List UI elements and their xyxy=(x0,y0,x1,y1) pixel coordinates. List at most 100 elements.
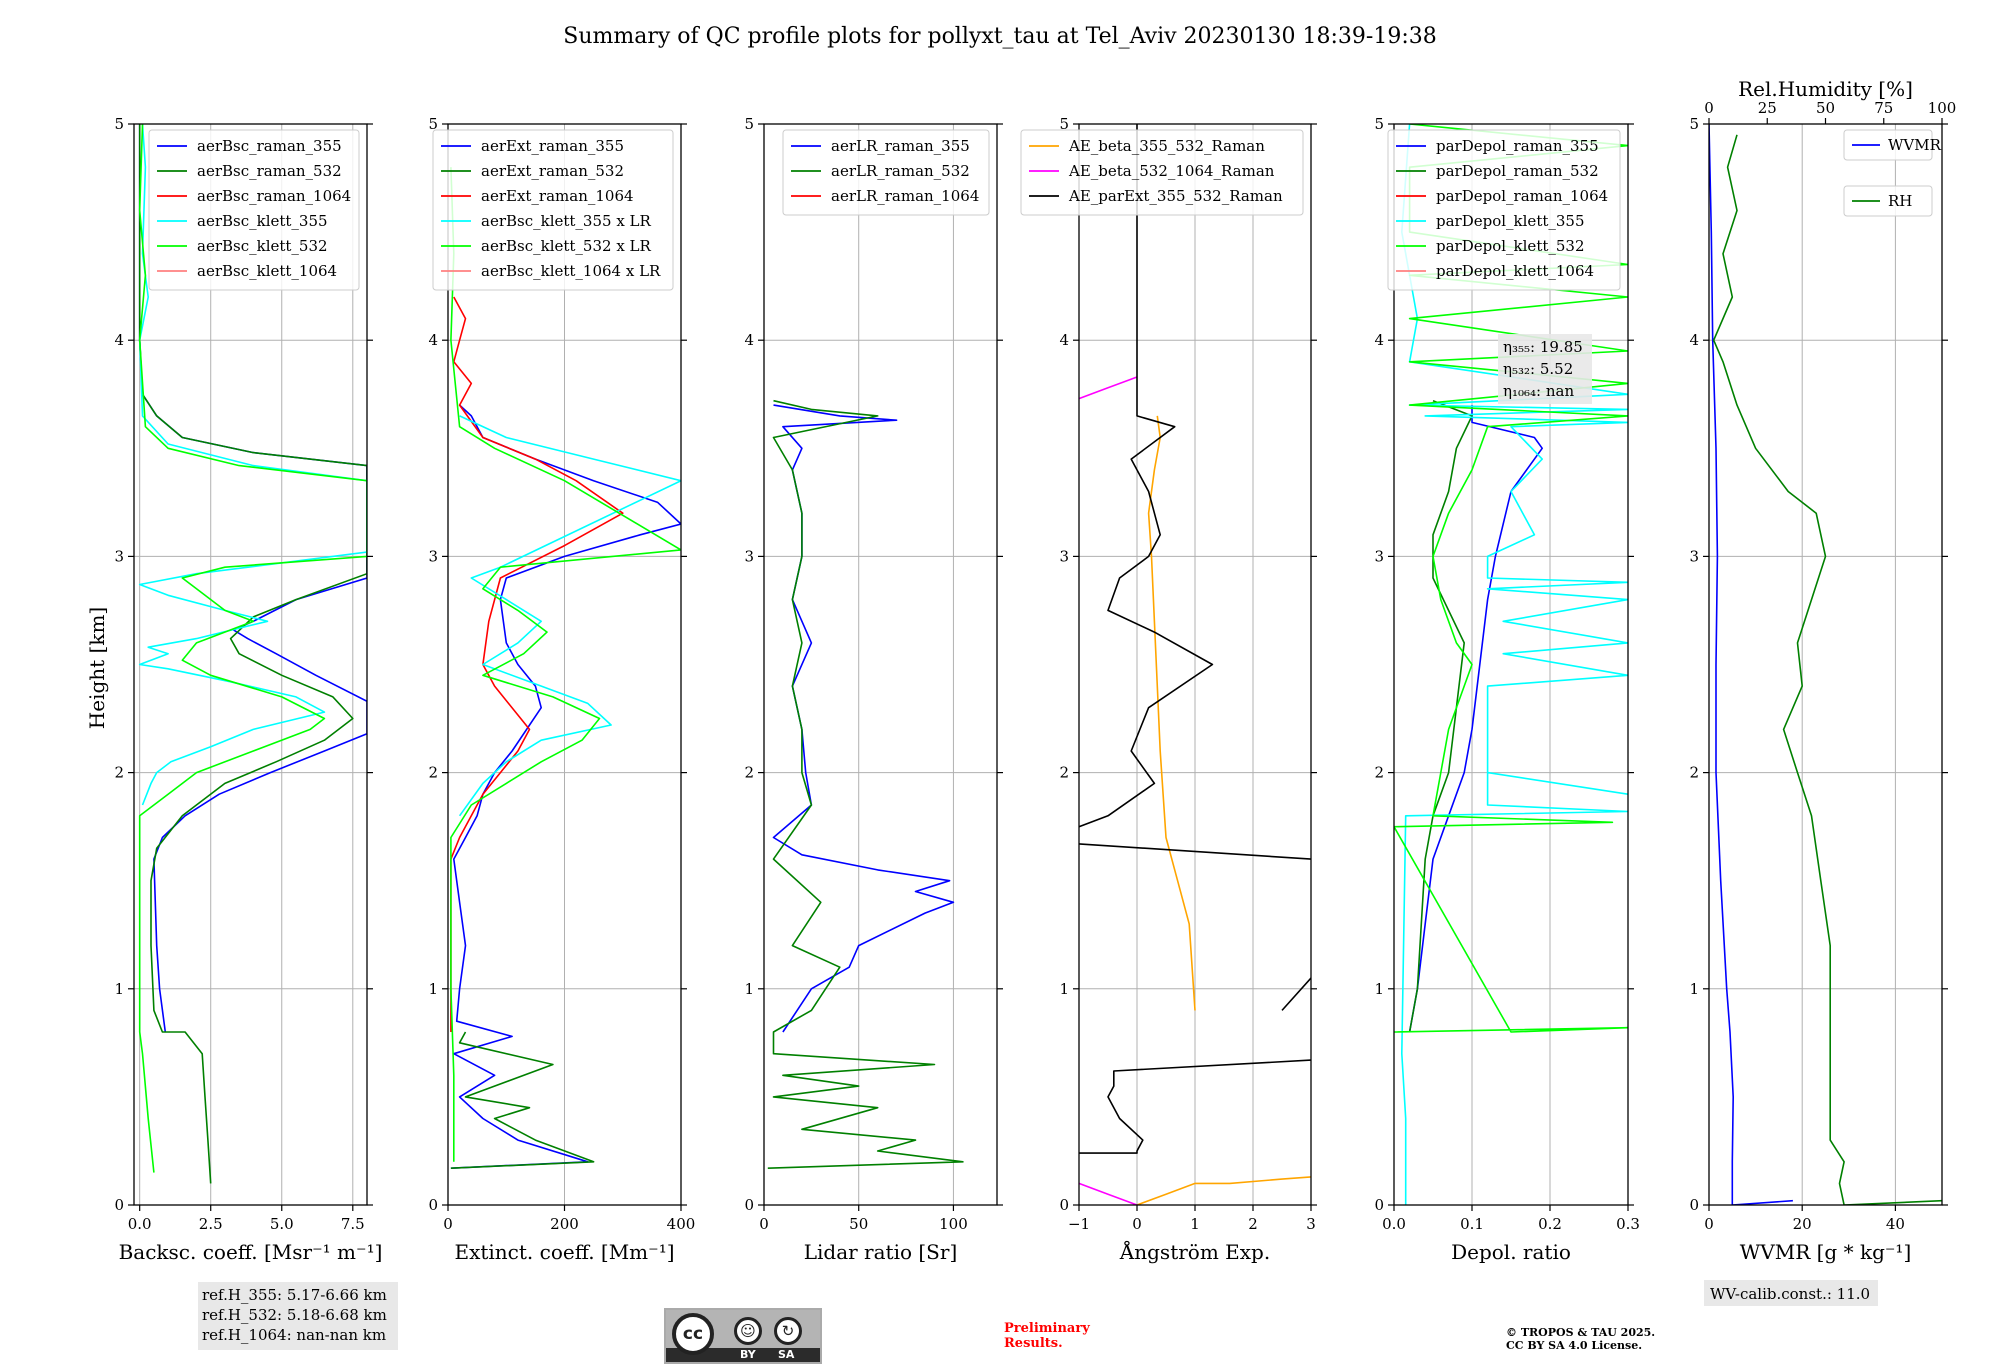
xtick-label-bsc-2: 5.0 xyxy=(270,1215,294,1233)
legend-label-ae-0: AE_beta_355_532_Raman xyxy=(1068,137,1265,155)
legend-label-bsc-1: aerBsc_raman_532 xyxy=(197,162,342,180)
ytick-label-depol-4: 4 xyxy=(1374,331,1384,349)
refh-box: ref.H_355: 5.17-6.66 km ref.H_532: 5.18-… xyxy=(198,1282,398,1350)
license-by-label: BY xyxy=(740,1348,756,1361)
copyright-line-2: CC BY SA 4.0 License. xyxy=(1506,1339,1642,1352)
legend-label-lr-2: aerLR_raman_1064 xyxy=(831,187,979,205)
series-line-depol-3 xyxy=(1401,124,1628,1205)
legend-label-depol-1: parDepol_raman_532 xyxy=(1436,162,1599,180)
ytick-label-ae-4: 4 xyxy=(1059,331,1069,349)
legend-label-wv-0: WVMR xyxy=(1888,136,1942,154)
legend-lr: aerLR_raman_355 aerLR_raman_532 aerLR_rama… xyxy=(782,129,990,216)
legend-label-ext-0: aerExt_raman_355 xyxy=(481,137,624,155)
legend-label-ae-1: AE_beta_532_1064_Raman xyxy=(1068,162,1275,180)
refh-line-1: ref.H_355: 5.17-6.66 km xyxy=(202,1286,387,1304)
copyright-line-1: © TROPOS & TAU 2025. xyxy=(1506,1326,1655,1339)
eta-annotation: η₃₅₅: 19.85 η₅₃₂: 5.52 η₁₀₆₄: nan xyxy=(1498,334,1592,404)
legend-depol: parDepol_raman_355 parDepol_raman_532 parD… xyxy=(1387,129,1621,291)
legend-label-ae-2: AE_parExt_355_532_Raman xyxy=(1068,187,1283,205)
eta-line-2: η₅₃₂: 5.52 xyxy=(1503,360,1573,378)
eta-line-3: η₁₀₆₄: nan xyxy=(1503,382,1574,400)
y-axis-label: Height [km] xyxy=(85,607,109,729)
xtick-label-depol-0: 0.0 xyxy=(1382,1215,1406,1233)
legend-label-bsc-3: aerBsc_klett_355 xyxy=(197,212,328,230)
xtick-label-lr-2: 100 xyxy=(939,1215,968,1233)
figure-title: Summary of QC profile plots for pollyxt_… xyxy=(563,24,1436,49)
ytick-label-ae-2: 2 xyxy=(1059,764,1069,782)
xtick-label-lr-0: 0 xyxy=(759,1215,769,1233)
plot-frame-bsc xyxy=(133,123,368,1206)
series-line-ae-0 xyxy=(1136,415,1311,1205)
series-line-ext-3 xyxy=(458,415,681,817)
legend-label-bsc-2: aerBsc_raman_1064 xyxy=(197,187,351,205)
top-tick-label-4: 100 xyxy=(1928,99,1957,117)
top-tick-label-3: 75 xyxy=(1874,99,1893,117)
xtick-label-bsc-1: 2.5 xyxy=(199,1215,223,1233)
top-axis-label: Rel.Humidity [%] xyxy=(1738,77,1913,101)
ytick-label-lr-0: 0 xyxy=(744,1196,754,1214)
ytick-label-ae-0: 0 xyxy=(1059,1196,1069,1214)
legend-label-ext-2: aerExt_raman_1064 xyxy=(481,187,634,205)
series-line-ae-2 xyxy=(1079,124,1311,1154)
xtick-label-depol-3: 0.3 xyxy=(1616,1215,1640,1233)
wv-calib-box: WV-calib.const.: 11.0 xyxy=(1704,1280,1878,1306)
ytick-label-lr-2: 2 xyxy=(744,764,754,782)
ytick-label-bsc-1: 1 xyxy=(114,980,124,998)
ytick-label-wv-2: 2 xyxy=(1689,764,1699,782)
top-tick-label-2: 50 xyxy=(1816,99,1835,117)
ytick-label-lr-3: 3 xyxy=(744,547,754,565)
xtick-label-depol-2: 0.2 xyxy=(1538,1215,1562,1233)
series-group-bsc xyxy=(138,124,367,1184)
legend-label-bsc-5: aerBsc_klett_1064 xyxy=(197,262,337,280)
ytick-label-bsc-4: 4 xyxy=(114,331,124,349)
panel-bsc: 0.0 2.5 5.0 7.5 0 1 2 3 4 5 Backsc. coeff. [Msr⁻¹ … xyxy=(114,115,382,1264)
xtick-label-bsc-0: 0.0 xyxy=(128,1215,152,1233)
xtick-label-ext-2: 400 xyxy=(667,1215,696,1233)
legend-label-ext-1: aerExt_raman_532 xyxy=(481,162,624,180)
ytick-label-lr-4: 4 xyxy=(744,331,754,349)
series-line-ae-1 xyxy=(1079,376,1138,1205)
xtick-label-ae-1: 0 xyxy=(1132,1215,1142,1233)
ytick-label-bsc-2: 2 xyxy=(114,764,124,782)
series-line-ext-1 xyxy=(450,1031,595,1169)
eta-box xyxy=(1498,334,1592,404)
ytick-label-ext-2: 2 xyxy=(428,764,438,782)
legend-wv: WVMR RH xyxy=(1843,129,1942,217)
series-line-ext-2 xyxy=(450,296,624,1032)
ytick-label-ext-3: 3 xyxy=(428,547,438,565)
share-alike-icon: ↻ xyxy=(774,1317,802,1345)
series-group-lr xyxy=(767,399,964,1169)
ytick-label-ext-0: 0 xyxy=(428,1196,438,1214)
ytick-label-wv-4: 4 xyxy=(1689,331,1699,349)
license-sa-label: SA xyxy=(778,1348,795,1361)
xtick-label-ae-3: 2 xyxy=(1248,1215,1258,1233)
legend-label-ext-5: aerBsc_klett_1064 x LR xyxy=(481,262,661,280)
preliminary-line-2: Results. xyxy=(1004,1336,1063,1351)
ytick-label-bsc-5: 5 xyxy=(114,115,124,133)
series-line-ext-0 xyxy=(450,404,681,1169)
x-axis-label-depol: Depol. ratio xyxy=(1451,1240,1571,1264)
legend-box-lr xyxy=(782,129,990,216)
xtick-label-ae-2: 1 xyxy=(1190,1215,1200,1233)
eta-line-1: η₃₅₅: 19.85 xyxy=(1503,338,1583,356)
legend-label-ext-3: aerBsc_klett_355 x LR xyxy=(481,212,652,230)
ytick-label-lr-5: 5 xyxy=(744,115,754,133)
series-line-bsc-3 xyxy=(138,124,367,806)
ytick-label-depol-0: 0 xyxy=(1374,1196,1384,1214)
top-tick-label-1: 25 xyxy=(1758,99,1777,117)
legend-label-depol-4: parDepol_klett_532 xyxy=(1436,237,1585,255)
xtick-label-bsc-3: 7.5 xyxy=(341,1215,365,1233)
legend-ext: aerExt_raman_355 aerExt_raman_532 aerExt_r… xyxy=(432,129,674,291)
series-line-lr-0 xyxy=(772,404,955,1033)
panels: 0.0 2.5 5.0 7.5 0 1 2 3 4 5 Backsc. coeff. [Msr⁻¹ … xyxy=(114,77,1956,1264)
ytick-label-wv-3: 3 xyxy=(1689,547,1699,565)
ytick-label-ae-1: 1 xyxy=(1059,980,1069,998)
panel-depol: 0.0 0.1 0.2 0.3 0 1 2 3 4 5 Depol. ratio parDepol_r… xyxy=(1374,115,1639,1264)
series-group-ext xyxy=(450,167,681,1169)
ytick-label-depol-1: 1 xyxy=(1374,980,1384,998)
plot-frame-depol xyxy=(1393,123,1629,1206)
legend-label-bsc-0: aerBsc_raman_355 xyxy=(197,137,342,155)
x-axis-label-wv: WVMR [g * kg⁻¹] xyxy=(1740,1240,1912,1264)
preliminary-line-1: Preliminary xyxy=(1004,1321,1090,1336)
ytick-label-ae-5: 5 xyxy=(1059,115,1069,133)
